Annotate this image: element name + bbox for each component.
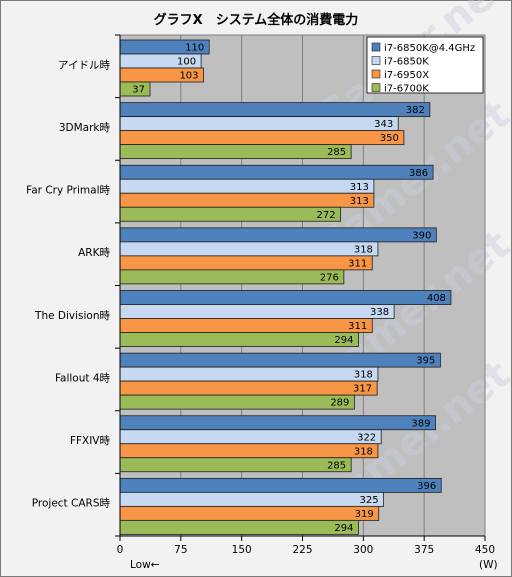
bar-value-label: 294: [334, 523, 353, 534]
category-label: Project CARS時: [32, 498, 111, 510]
bar: [119, 318, 373, 333]
bar: [119, 269, 345, 285]
bar: [119, 255, 373, 271]
bar: [119, 206, 342, 222]
bar: [119, 394, 355, 410]
bar-value-label: 319: [355, 509, 374, 520]
bar-value-label: 317: [353, 384, 372, 395]
bar-value-label: 389: [411, 418, 430, 429]
bar: [119, 290, 452, 305]
bar: [119, 130, 405, 146]
bar-value-label: 318: [354, 370, 373, 381]
category-label: Far Cry Primal時: [26, 185, 110, 197]
x-tick-label: 225: [292, 544, 312, 556]
bar-value-label: 103: [179, 71, 198, 82]
x-tick-label: 375: [414, 544, 434, 556]
category-label: Fallout 4時: [55, 372, 111, 384]
bar-value-label: 37: [132, 85, 145, 96]
bar-value-label: 396: [417, 481, 436, 492]
bar-value-label: 382: [406, 105, 425, 116]
x-axis-unit-label: (W): [479, 559, 498, 571]
bar-value-label: 395: [416, 356, 435, 367]
bar-value-label: 311: [348, 258, 367, 269]
bar: [119, 415, 436, 431]
bar: [119, 102, 431, 118]
bar-value-label: 294: [334, 335, 353, 346]
category-label: 3DMark時: [59, 122, 111, 134]
bar-value-label: 100: [177, 57, 196, 68]
x-tick-label: 0: [117, 544, 124, 556]
bar: [119, 443, 379, 459]
legend-label: i7-6950X: [384, 70, 429, 81]
chart-title: グラフX システム全体の消費電力: [154, 12, 359, 28]
category-label: アイドル時: [58, 59, 110, 71]
legend-box: [366, 36, 484, 94]
bar: [119, 366, 379, 382]
legend-label: i7-6700K: [384, 84, 429, 95]
x-axis-low-label: Low←: [130, 559, 160, 571]
bar: [119, 505, 380, 521]
legend-swatch: [371, 42, 381, 52]
bar-value-label: 408: [427, 293, 446, 304]
bar: [119, 164, 434, 180]
bar-value-label: 325: [360, 495, 379, 506]
bar-value-label: 289: [330, 398, 349, 409]
legend-swatch: [371, 56, 381, 65]
bar-value-label: 318: [354, 446, 373, 457]
bar-value-label: 390: [412, 230, 431, 241]
bar: [119, 457, 352, 473]
bar: [119, 477, 442, 493]
bar: [119, 429, 382, 445]
bar: [119, 241, 379, 257]
bar-value-label: 318: [354, 244, 373, 255]
bar-value-label: 350: [380, 133, 399, 144]
bar-value-label: 313: [350, 182, 369, 193]
bar: [119, 352, 441, 368]
bar: [119, 491, 385, 507]
x-tick-label: 150: [232, 544, 252, 556]
bar-value-label: 386: [409, 168, 428, 179]
bar: [119, 304, 395, 319]
category-label: FFXIV時: [70, 435, 111, 447]
bar-value-label: 285: [327, 147, 346, 158]
bar: [119, 332, 359, 347]
bar: [119, 144, 352, 160]
legend-label: i7-6850K: [384, 57, 429, 68]
category-label: The Division時: [34, 310, 110, 322]
category-label: ARK時: [78, 247, 110, 259]
bar-value-label: 338: [370, 307, 389, 318]
legend-swatch: [371, 83, 381, 92]
bar-value-label: 322: [357, 432, 376, 443]
bar-value-label: 311: [348, 321, 367, 332]
bar: [119, 178, 375, 194]
bar: [119, 192, 375, 208]
x-tick-label: 300: [353, 544, 373, 556]
x-tick-label: 75: [174, 544, 187, 556]
bar-value-label: 110: [185, 43, 204, 54]
bar-value-label: 343: [374, 119, 393, 130]
bar-value-label: 285: [327, 460, 346, 471]
bar-value-label: 276: [320, 272, 339, 283]
bar: [119, 116, 399, 132]
legend-swatch: [371, 69, 381, 79]
bar: [119, 227, 437, 243]
bar-value-label: 272: [317, 210, 336, 221]
legend-label: i7-6850K@4.4GHz: [384, 43, 475, 54]
x-tick-label: 450: [475, 544, 495, 556]
bar-value-label: 313: [350, 196, 369, 207]
bar: [119, 380, 378, 396]
bar: [119, 519, 359, 535]
